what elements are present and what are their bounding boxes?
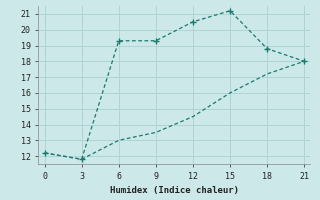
X-axis label: Humidex (Indice chaleur): Humidex (Indice chaleur)	[110, 186, 239, 195]
